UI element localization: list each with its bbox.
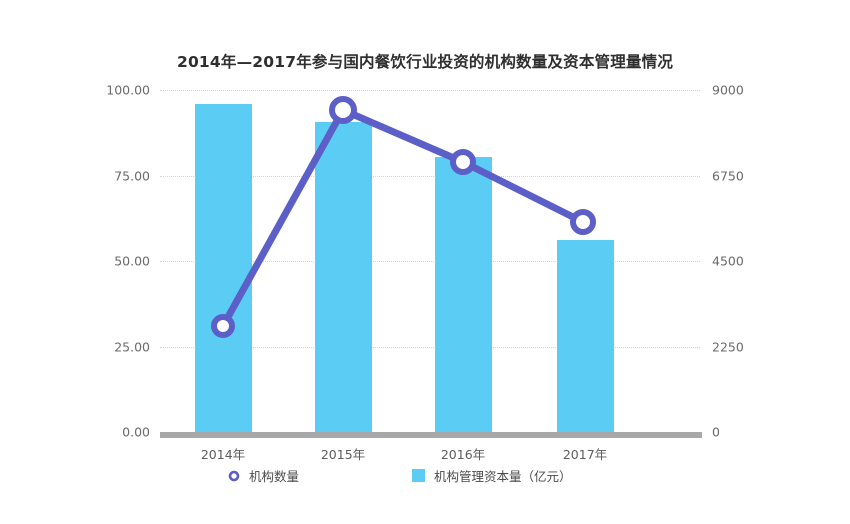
gridline (160, 90, 700, 91)
y-tick-left-100: 100.00 (106, 82, 150, 98)
bar-2016[interactable] (435, 157, 492, 432)
y-axis-right: 9000 6750 4500 2250 0 (712, 83, 774, 440)
legend-item-institution-count[interactable]: 机构数量 (228, 466, 299, 485)
legend-label: 机构数量 (249, 469, 300, 484)
x-tick-2017: 2017年 (562, 447, 608, 462)
bar-2017[interactable] (557, 240, 614, 432)
y-axis-left: 100.00 75.00 50.00 25.00 0.00 (88, 83, 150, 440)
circle-outline-marker-icon (228, 470, 240, 481)
plot-area (160, 90, 700, 432)
y-tick-left-25: 25.00 (114, 339, 150, 354)
square-swatch-icon (412, 469, 425, 482)
y-tick-right-2250: 2250 (712, 339, 744, 354)
chart-title: 2014年—2017年参与国内餐饮行业投资的机构数量及资本管理量情况 (176, 53, 674, 71)
gridline (160, 346, 700, 348)
x-tick-2014: 2014年 (200, 447, 246, 462)
legend-label: 机构管理资本量（亿元） (434, 469, 572, 484)
x-axis-baseline (160, 432, 702, 438)
y-tick-right-0: 0 (712, 424, 720, 440)
x-tick-2015: 2015年 (320, 447, 366, 462)
y-tick-left-50: 50.00 (114, 253, 150, 269)
legend-item-capital-managed[interactable]: 机构管理资本量（亿元） (412, 466, 572, 485)
bar-2014[interactable] (195, 104, 252, 432)
y-tick-left-75: 75.00 (114, 168, 150, 183)
y-tick-right-9000: 9000 (712, 82, 744, 98)
y-tick-right-6750: 6750 (712, 168, 744, 183)
y-tick-left-0: 0.00 (122, 424, 150, 440)
chart-legend: 机构数量 机构管理资本量（亿元） (0, 466, 850, 492)
x-tick-2016: 2016年 (440, 447, 486, 462)
bar-2015[interactable] (315, 122, 372, 432)
y-tick-right-4500: 4500 (712, 253, 744, 269)
